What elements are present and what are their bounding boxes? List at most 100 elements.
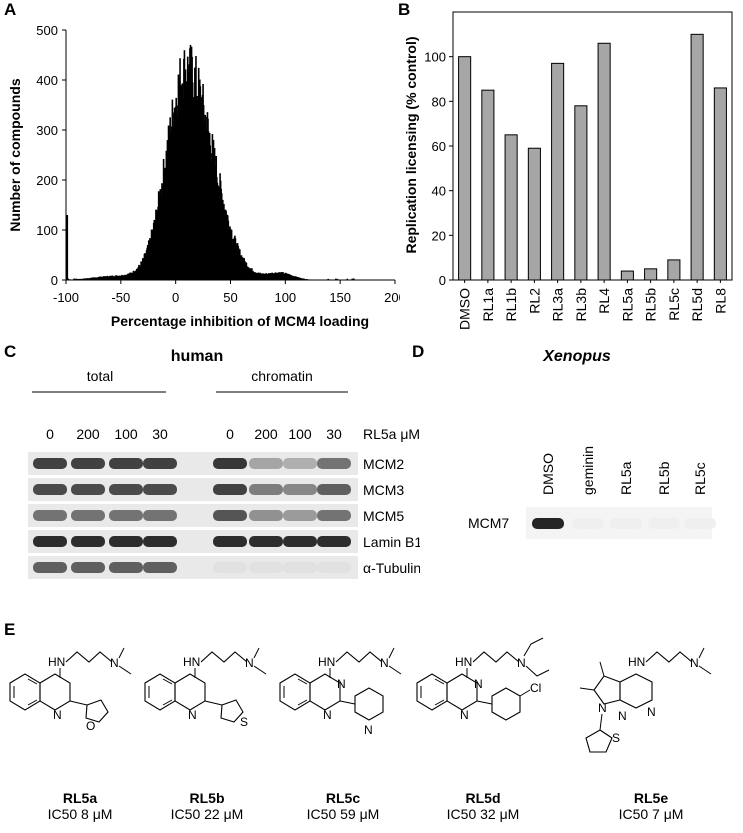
panel-label-b: B <box>398 0 411 19</box>
compound-name: RL5a <box>62 790 98 806</box>
blot-band <box>143 484 177 495</box>
svg-text:N: N <box>188 708 197 722</box>
y-tick-label: 100 <box>424 50 446 65</box>
blot-band <box>684 518 716 529</box>
blot-band <box>317 562 351 573</box>
compound-name: RL5d <box>465 790 501 806</box>
compound-caption-rl5e: RL5e IC50 7 μM <box>596 790 706 822</box>
plot-frame <box>452 11 733 281</box>
x-tick-label: RL4 <box>596 288 612 314</box>
x-tick-label: 200 <box>384 290 400 305</box>
conc-label: 100 <box>114 426 138 442</box>
blot-band <box>109 536 143 547</box>
x-tick-label: 100 <box>274 290 296 305</box>
y-axis-label: Number of compounds <box>7 78 23 231</box>
svg-text:N: N <box>647 705 656 719</box>
svg-text:N: N <box>53 708 62 722</box>
compound-caption-rl5d: RL5d IC50 32 μM <box>428 790 538 822</box>
bar-rl1b <box>504 134 518 281</box>
structure-rl5e: HN N N N N S <box>579 647 712 753</box>
blot-band <box>532 518 564 529</box>
lane-label: geminin <box>580 446 596 495</box>
y-tick-label: 80 <box>432 94 446 109</box>
compound-name: RL5c <box>325 790 361 806</box>
x-tick-label: 50 <box>223 290 237 305</box>
structure-rl5b: HN N N S <box>144 647 267 729</box>
svg-text:N: N <box>474 677 483 691</box>
conc-label: 100 <box>288 426 312 442</box>
compound-caption-rl5a: RL5a IC50 8 μM <box>30 790 130 822</box>
compound-ic50: IC50 8 μM <box>47 806 113 822</box>
x-tick-label: -100 <box>53 290 79 305</box>
x-tick-label: RL1a <box>480 288 496 322</box>
svg-text:HN: HN <box>318 655 335 669</box>
blot-strip <box>28 478 358 501</box>
compound-caption-rl5b: RL5b IC50 22 μM <box>152 790 262 822</box>
chemical-structures: HN N N O HN N N S HN N N N <box>9 637 712 753</box>
svg-text:N: N <box>618 709 627 723</box>
blot-band <box>33 510 67 521</box>
blot-label: MCM5 <box>363 508 404 524</box>
compound-ic50: IC50 32 μM <box>446 806 520 822</box>
x-tick-label: RL3b <box>573 288 589 322</box>
bar-rl5c <box>667 259 681 281</box>
group-total-label: total <box>87 368 113 384</box>
x-tick-label: 0 <box>172 290 179 305</box>
svg-text:N: N <box>690 656 699 670</box>
blot-band <box>33 484 67 495</box>
structure-rl5c: HN N N N N <box>279 647 402 737</box>
conc-label: 200 <box>254 426 278 442</box>
blot-label: MCM2 <box>363 456 404 472</box>
compound-ic50: IC50 59 μM <box>306 806 380 822</box>
blot-label-mcm7: MCM7 <box>468 515 509 531</box>
blot-band <box>283 562 317 573</box>
blot-band <box>33 458 67 469</box>
treatment-label: RL5a μM <box>363 426 420 442</box>
conc-label: 30 <box>152 426 168 442</box>
panel-label-c: C <box>4 342 17 361</box>
blot-band <box>71 458 105 469</box>
blot-band <box>213 458 247 469</box>
conc-label: 200 <box>76 426 100 442</box>
blot-band <box>249 484 283 495</box>
blot-band <box>213 484 247 495</box>
lane-label: RL5a <box>618 461 634 495</box>
y-tick-label: 20 <box>432 228 446 243</box>
blot-band <box>249 458 283 469</box>
blot-band <box>71 562 105 573</box>
blot-band <box>71 536 105 547</box>
x-tick-label: RL5a <box>619 288 635 322</box>
blot-strip <box>28 452 358 475</box>
blot-band <box>143 510 177 521</box>
blot-strip <box>28 556 358 579</box>
x-tick-label: RL5d <box>689 288 705 321</box>
blot-band <box>572 518 604 529</box>
bar-rl1a <box>481 89 495 281</box>
svg-text:N: N <box>337 677 346 691</box>
human-western-blot: human total chromatin RL5a μM 0 200 100 30 0… <box>28 348 420 579</box>
svg-text:N: N <box>110 656 119 670</box>
histogram-bars <box>66 45 358 280</box>
blot-label: α-Tubulin <box>363 560 420 576</box>
panel-c-title: human <box>171 348 223 365</box>
blot-band <box>610 518 642 529</box>
svg-text:O: O <box>86 719 95 733</box>
x-tick-label: RL3a <box>550 288 566 322</box>
svg-text:N: N <box>517 656 526 670</box>
structure-rl5d: HN N N N Cl <box>416 637 550 722</box>
bar-rl2 <box>527 147 541 281</box>
y-tick-label: 400 <box>36 73 58 88</box>
svg-text:N: N <box>245 656 254 670</box>
blot-band <box>317 458 351 469</box>
blot-band <box>648 518 680 529</box>
x-tick-label: RL8 <box>712 288 728 314</box>
x-axis-label: Percentage inhibition of MCM4 loading <box>111 313 369 329</box>
conc-label: 0 <box>226 426 234 442</box>
blot-band <box>109 510 143 521</box>
blot-band <box>109 562 143 573</box>
blot-band <box>71 484 105 495</box>
x-tick-label: RL5b <box>643 288 659 322</box>
conc-label: 0 <box>46 426 54 442</box>
bar-rl3a <box>551 62 565 281</box>
svg-text:N: N <box>364 723 373 737</box>
